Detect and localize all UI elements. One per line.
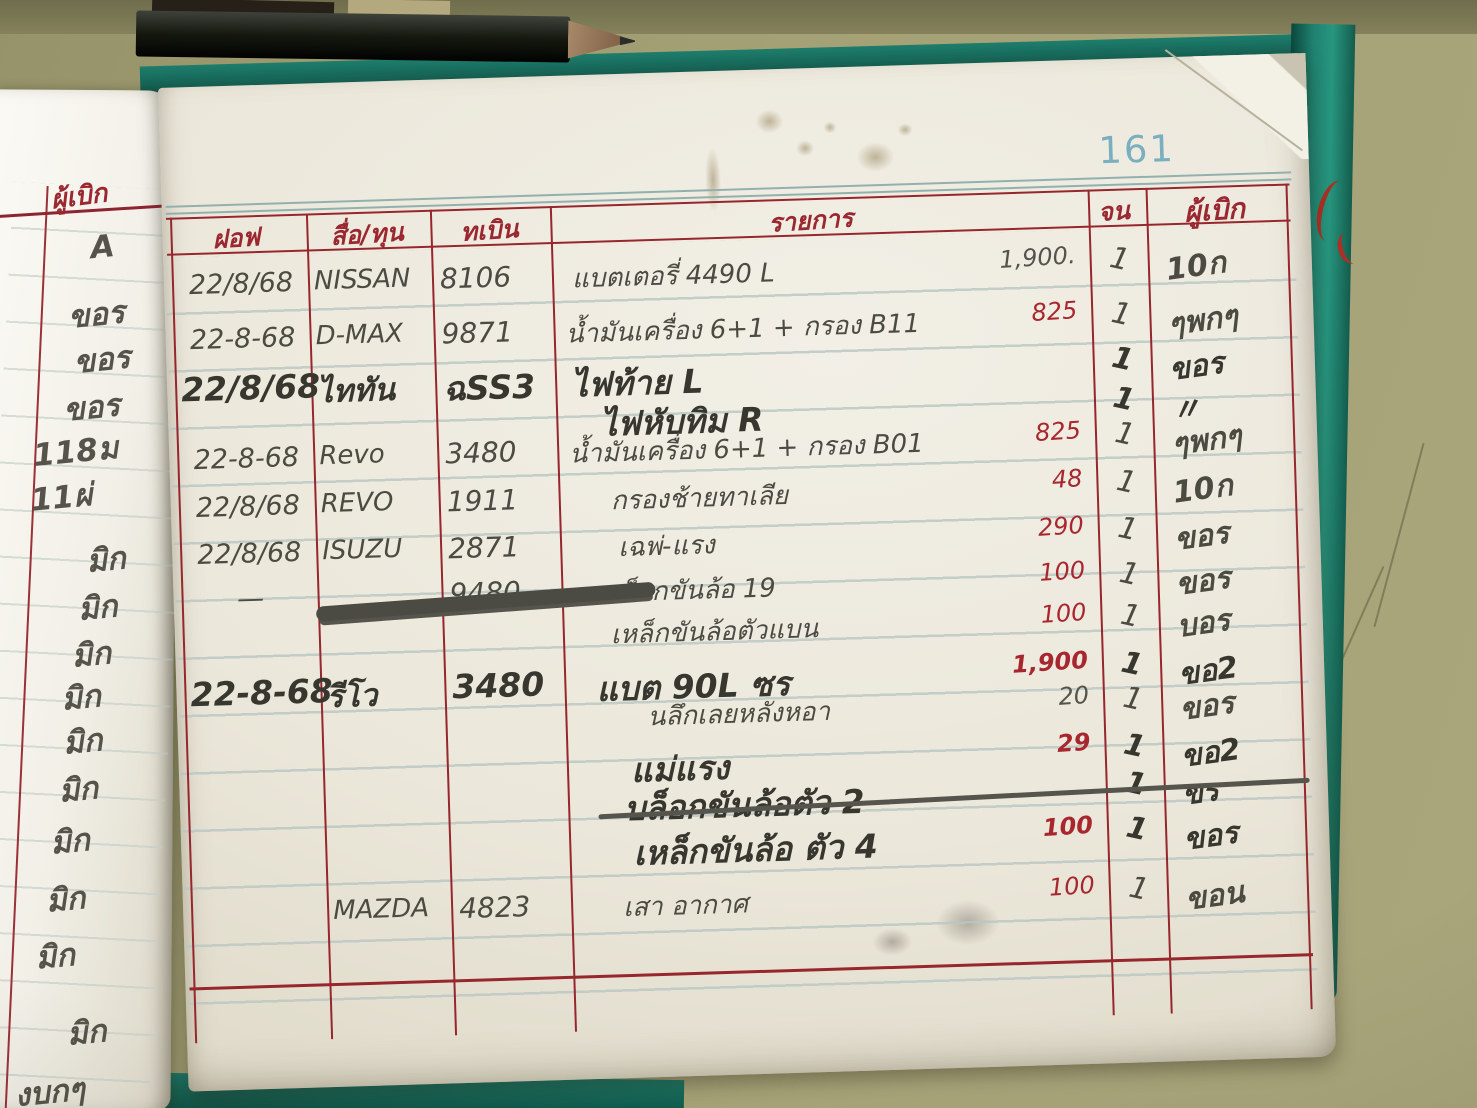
cell-amount: 100 [1041, 810, 1094, 843]
cell-plate: 3480 [444, 435, 518, 471]
ledger-page: 161 ฝอฟ สื่อ/ทุน ทเบิน รายการ จน ผู้เบิก… [158, 49, 1337, 1092]
left-page-column-header: ผู้เบิก [49, 178, 109, 216]
dogear-fold [1187, 52, 1309, 163]
previous-page-edge: ผู้เบิก A ขอร ขอร ขอร 118ม 11ผ่ มิก มิก มิก มิก มิ… [0, 89, 198, 1108]
stain [855, 141, 895, 173]
cell-amount: 100 [1048, 870, 1096, 902]
left-page-entry: มิก [61, 722, 104, 762]
cell-qty: 1 [1111, 415, 1139, 454]
left-page-entry: มิก [44, 880, 87, 920]
cell-qty: 1 [1108, 295, 1135, 334]
cell-qty: 1 [1116, 554, 1143, 594]
cell-qty: 1 [1113, 462, 1140, 502]
cell-model: MAZDA [332, 893, 430, 927]
cell-model: Revo [318, 439, 386, 472]
cell-qty: 1 [1123, 809, 1151, 849]
cell-plate: 1911 [446, 483, 519, 519]
left-page-entry: A [88, 228, 117, 267]
cell-qty: 1 [1120, 679, 1147, 719]
cell-desc: เสา อากาศ [622, 889, 749, 924]
cell-sig: 10ก [1164, 245, 1229, 288]
cell-amount: 1,900. [998, 241, 1077, 275]
cell-amount: 100 [1038, 555, 1087, 587]
cell-desc: แบตเตอรี่ 4490 L [571, 258, 776, 295]
cell-amount: 29 [1056, 727, 1092, 758]
cell-qty: 1 [1125, 869, 1152, 909]
cell-desc: เฉพ่-แรง [617, 530, 716, 564]
cell-date: 22/8/68 [196, 536, 302, 572]
cell-model: D-MAX [315, 318, 404, 352]
cell-amount: 825 [1034, 416, 1082, 447]
cell-sig: ขอน [1183, 874, 1247, 918]
cell-sig: ขอร [1181, 815, 1241, 858]
header-qty: จน [1097, 195, 1131, 227]
cell-amount: 100 [1039, 597, 1088, 629]
cell-plate: 4823 [458, 890, 531, 926]
cell-desc: กรองช้ายทาเลีย [610, 480, 789, 517]
pencil-body [135, 10, 571, 63]
header-issuer: ผู้เบิก [1183, 191, 1246, 229]
stain [754, 108, 784, 134]
cell-plate: 8106 [439, 260, 512, 296]
left-page-entry: 11ผ่ [29, 476, 94, 519]
left-page-entry: มิก [57, 770, 100, 810]
cell-amount: 290 [1037, 510, 1085, 542]
stain [823, 121, 837, 134]
left-page-entry: มิก [84, 540, 128, 580]
left-page-entry: มิก [76, 588, 119, 628]
pencil-lead-tip [620, 36, 635, 45]
stain [897, 122, 913, 137]
cell-date: 22-8-68 [193, 441, 300, 477]
cell-qty: 1 [1114, 509, 1141, 549]
pencil-icon [135, 10, 641, 63]
cell-amount: 48 [1050, 463, 1084, 494]
cell-qty: 1 [1120, 726, 1149, 766]
cell-model: NISSAN [313, 263, 411, 297]
stain [795, 139, 815, 157]
cell-qty: 1 [1117, 596, 1144, 636]
cell-plate: 9871 [441, 315, 514, 351]
cell-date: 22/8/68 [180, 366, 321, 410]
left-page-entry: มิก [65, 1013, 108, 1053]
cell-amount: 1,900 [1011, 645, 1089, 679]
cell-desc: เหล็กขันล้อตัวแบน [610, 614, 819, 651]
cell-desc: เหล็กขันล้อ ตัว 4 [632, 826, 879, 873]
cell-amount: 20 [1057, 680, 1090, 711]
cell-qty: 1 [1106, 240, 1133, 279]
left-page-entry: ขอร [72, 339, 132, 381]
cell-qty: 1 [1108, 339, 1137, 379]
cell-date: 22/8/68 [188, 266, 294, 302]
page-number: 161 [1097, 126, 1176, 173]
pencil-wood-tip [568, 21, 623, 60]
cell-model: ISUZU [321, 533, 403, 567]
header-model: สื่อ/ทุน [329, 217, 405, 252]
header-description: รายการ [767, 203, 854, 238]
cell-desc: นลึกเลยหลังหอา [646, 696, 831, 733]
scratch-mark [1373, 442, 1425, 628]
left-page-entry: งบกๆ [13, 1071, 87, 1108]
header-date: ฝอฟ [211, 222, 261, 255]
cell-amount: 825 [1030, 296, 1079, 328]
cell-date: 22/8/68 [195, 489, 301, 525]
left-page-entry: มิก [48, 822, 92, 862]
cell-plate: 2871 [447, 530, 520, 566]
cell-date: — [236, 583, 265, 615]
left-page-entry: มิก [33, 936, 77, 977]
cell-qty: 1 [1121, 764, 1150, 804]
cell-model: REVO [320, 487, 394, 520]
cell-date: 22-8-68 [189, 321, 296, 357]
header-plate: ทเบิน [459, 214, 520, 247]
